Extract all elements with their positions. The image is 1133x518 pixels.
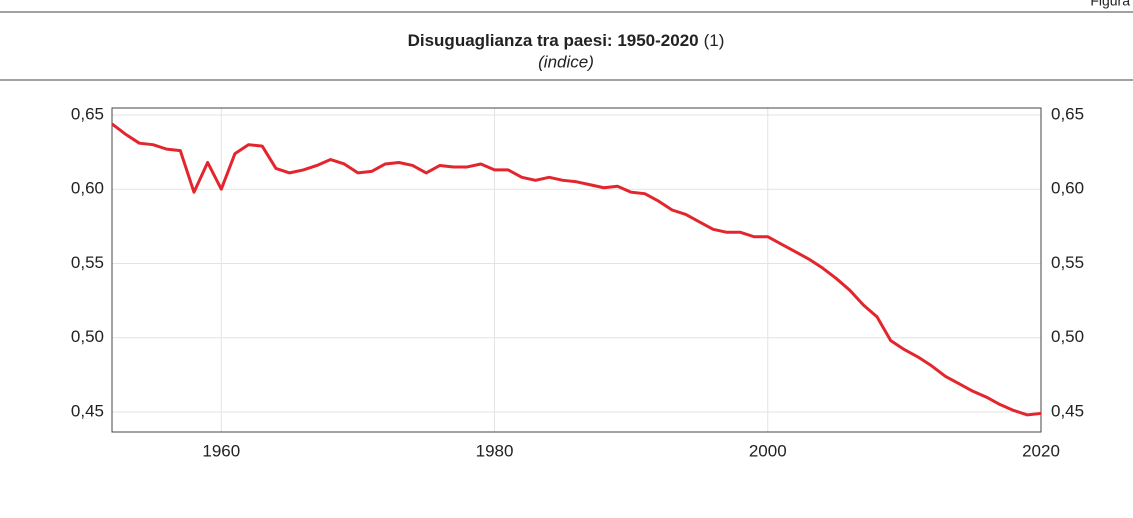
subtitle: (indice) bbox=[538, 52, 594, 71]
chart-title: Disuguaglianza tra paesi: 1950-2020 (1) bbox=[408, 31, 725, 50]
y-tick-label: 0,65 bbox=[71, 104, 104, 123]
y2-tick-label: 0,50 bbox=[1051, 327, 1084, 346]
figure-label: Figura bbox=[1090, 0, 1130, 9]
y-tick-label: 0,45 bbox=[71, 401, 104, 420]
y-tick-label: 0,55 bbox=[71, 253, 104, 272]
plot-frame bbox=[111, 107, 1042, 433]
x-tick-label: 1960 bbox=[202, 441, 240, 460]
x-tick-label: 1980 bbox=[476, 441, 514, 460]
data-line bbox=[111, 122, 1042, 417]
y-tick-label: 0,60 bbox=[71, 179, 104, 198]
y2-tick-label: 0,60 bbox=[1051, 179, 1084, 198]
y2-tick-label: 0,55 bbox=[1051, 253, 1084, 272]
y2-tick-label: 0,45 bbox=[1051, 401, 1084, 420]
y-tick-label: 0,50 bbox=[71, 327, 104, 346]
x-tick-label: 2000 bbox=[749, 441, 787, 460]
title-note: (1) bbox=[704, 31, 725, 50]
x-tick-label: 2020 bbox=[1022, 441, 1060, 460]
title-main: Disuguaglianza tra paesi: 1950-2020 bbox=[408, 31, 699, 50]
y2-tick-label: 0,65 bbox=[1051, 104, 1084, 123]
